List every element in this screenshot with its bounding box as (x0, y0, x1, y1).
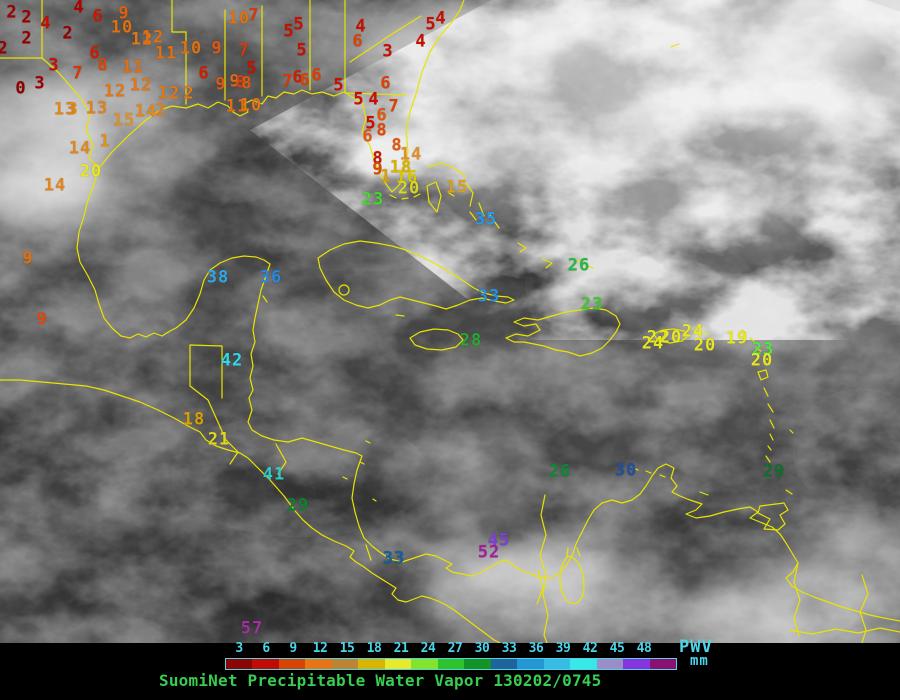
colorbar-segment (226, 659, 253, 669)
gulf-coast (98, 89, 363, 169)
florida-coast (361, 0, 465, 193)
colorbar-tick-label: 30 (474, 641, 490, 656)
south-america-north-coast (557, 463, 900, 622)
colorbar-tick-label: 18 (366, 641, 382, 656)
colorbar-segment (384, 659, 412, 669)
colorbar-segment (437, 659, 465, 669)
colorbar-tick-label: 27 (447, 641, 463, 656)
colorbar-segment (649, 659, 676, 669)
colorbar-segment (411, 659, 438, 669)
colorbar-tick-labels: 3 6 9 12 15 18 21 24 27 30 33 36 39 42 45 48 (0, 641, 900, 656)
colorbar (225, 658, 677, 670)
colorbar-tick-label: 24 (420, 641, 436, 656)
satellite-image-layer (0, 0, 900, 643)
colorbar-segment (490, 659, 518, 669)
bermuda-island (670, 43, 680, 48)
colorbar-segment (278, 659, 306, 669)
colorbar-tick-label: 48 (636, 641, 652, 656)
colorbar-segment (252, 659, 279, 669)
trinidad-coast (757, 502, 789, 531)
cozumel-island (262, 295, 268, 303)
colorbar-segment (517, 659, 544, 669)
colorbar-tick-label: 3 (235, 641, 243, 656)
colorbar-segment (331, 659, 359, 669)
colorbar-unit-sub: mm (690, 653, 709, 669)
colorbar-tick-label: 12 (312, 641, 328, 656)
us-mexico-border (41, 57, 100, 169)
pacific-coast (0, 379, 501, 643)
colorbar-segment (570, 659, 597, 669)
colorbar-segment (543, 659, 571, 669)
puerto-rico-coast (653, 328, 709, 344)
bahamas-islands (426, 162, 594, 269)
satellite-cloud-layer (0, 0, 900, 643)
colorbar-tick-label: 21 (393, 641, 409, 656)
jamaica-coast (409, 328, 464, 351)
colorbar-segment (464, 659, 491, 669)
cayman-islands (395, 314, 405, 317)
florida-keys (389, 193, 421, 200)
coastline-overlay (0, 0, 900, 643)
colorbar-tick-label: 39 (555, 641, 571, 656)
hispaniola-coast (505, 307, 621, 357)
isla-juventud (338, 284, 350, 296)
south-america-borders (536, 494, 900, 643)
colorbar-segment (358, 659, 385, 669)
lesser-antilles-islands (632, 329, 794, 496)
colorbar-segment (596, 659, 624, 669)
colorbar-segment (623, 659, 650, 669)
colorbar-tick-label: 9 (289, 641, 297, 656)
image-caption: SuomiNet Precipitable Water Vapor 130202… (159, 671, 602, 690)
mexico-yucatan-coast (76, 167, 271, 399)
colorbar-tick-label: 33 (501, 641, 517, 656)
colorbar-tick-label: 36 (528, 641, 544, 656)
colorbar-tick-label: 15 (339, 641, 355, 656)
colorbar-tick-label: 42 (582, 641, 598, 656)
west-caribbean-cays (342, 440, 377, 502)
colorbar-tick-label: 45 (609, 641, 625, 656)
cuba-coast (317, 240, 515, 310)
colorbar-unit-label: PWV (679, 637, 713, 657)
colorbar-segment (305, 659, 332, 669)
central-america-borders (189, 344, 372, 561)
lake-maracaibo (559, 547, 585, 605)
central-america-caribbean-coast (247, 397, 559, 579)
colorbar-tick-label: 6 (262, 641, 270, 656)
